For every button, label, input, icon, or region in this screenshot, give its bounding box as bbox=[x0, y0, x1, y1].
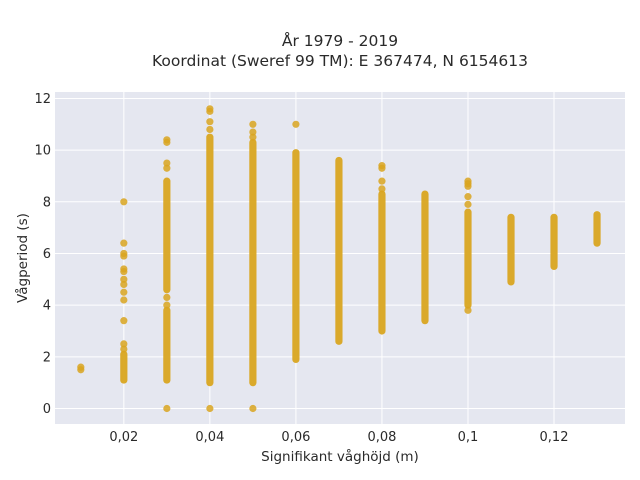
data-point-7-1 bbox=[378, 177, 386, 185]
dense-range-1-0 bbox=[120, 350, 128, 384]
data-point-3-4 bbox=[206, 105, 214, 113]
data-point-2-1 bbox=[163, 301, 171, 309]
data-point-1-6 bbox=[120, 275, 128, 283]
data-point-3-1 bbox=[206, 125, 214, 134]
dense-range-5-0 bbox=[292, 149, 300, 364]
data-point-1-0 bbox=[120, 345, 128, 353]
data-point-2-2 bbox=[163, 293, 171, 302]
data-point-1-1 bbox=[120, 340, 128, 348]
dense-range-2-1 bbox=[163, 177, 171, 294]
y-tick-label-2: 4 bbox=[43, 299, 51, 314]
dense-range-7-0 bbox=[378, 190, 386, 335]
chart-title-line-1: År 1979 - 2019 bbox=[282, 31, 398, 50]
x-tick-label-4: 0,1 bbox=[458, 430, 479, 445]
dense-range-9-0 bbox=[464, 208, 472, 309]
x-tick-label-2: 0,06 bbox=[281, 430, 310, 445]
data-point-2-0 bbox=[163, 404, 171, 413]
y-tick-label-3: 6 bbox=[43, 247, 51, 262]
dense-range-2-0 bbox=[163, 306, 171, 384]
x-tick-label-0: 0,02 bbox=[109, 430, 138, 445]
data-point-1-10 bbox=[120, 249, 128, 258]
data-point-3-0 bbox=[206, 404, 214, 413]
x-tick-label-3: 0,08 bbox=[367, 430, 396, 445]
dense-range-12-0 bbox=[593, 211, 601, 247]
data-point-4-0 bbox=[249, 404, 257, 413]
y-axis-title: Vågperiod (s) bbox=[14, 213, 31, 303]
data-point-9-2 bbox=[464, 193, 472, 201]
dense-range-10-0 bbox=[507, 213, 515, 286]
data-point-4-2 bbox=[249, 128, 257, 136]
data-point-4-1 bbox=[249, 133, 257, 141]
x-tick-label-1: 0,04 bbox=[195, 430, 224, 445]
data-point-5-0 bbox=[292, 120, 300, 128]
dense-range-11-0 bbox=[550, 213, 558, 270]
data-point-4-3 bbox=[249, 120, 257, 128]
data-point-2-6 bbox=[163, 136, 171, 144]
dense-range-6-0 bbox=[335, 156, 343, 345]
data-point-1-3 bbox=[120, 296, 128, 304]
data-point-2-3 bbox=[163, 164, 171, 172]
data-point-1-2 bbox=[120, 317, 128, 325]
data-points bbox=[77, 105, 601, 413]
x-axis-title: Signifikant våghöjd (m) bbox=[261, 448, 419, 465]
y-tick-label-6: 12 bbox=[34, 92, 51, 107]
dense-range-3-0 bbox=[206, 133, 214, 387]
data-point-9-1 bbox=[464, 200, 472, 208]
x-tick-labels: 0,02 0,04 0,06 0,08 0,1 0,12 bbox=[109, 430, 568, 445]
data-point-7-0 bbox=[378, 185, 386, 193]
y-tick-labels: 0 2 4 6 8 10 12 bbox=[34, 92, 51, 417]
y-tick-label-1: 2 bbox=[43, 350, 51, 365]
dense-range-4-0 bbox=[249, 138, 257, 387]
y-tick-label-5: 10 bbox=[34, 144, 51, 159]
data-point-9-5 bbox=[464, 177, 472, 185]
data-point-0-1 bbox=[77, 363, 85, 371]
data-point-3-2 bbox=[206, 118, 214, 126]
data-point-9-0 bbox=[464, 306, 472, 314]
data-point-1-12 bbox=[120, 198, 128, 206]
x-tick-label-5: 0,12 bbox=[540, 430, 569, 445]
data-point-2-4 bbox=[163, 159, 171, 167]
data-point-1-11 bbox=[120, 239, 128, 247]
data-point-1-8 bbox=[120, 265, 128, 273]
data-point-1-5 bbox=[120, 280, 128, 289]
y-tick-label-4: 8 bbox=[43, 195, 51, 210]
y-tick-label-0: 0 bbox=[43, 402, 51, 417]
data-point-1-4 bbox=[120, 288, 128, 296]
chart-title-line-2: Koordinat (Sweref 99 TM): E 367474, N 61… bbox=[152, 52, 528, 70]
dense-range-8-0 bbox=[421, 190, 429, 325]
data-point-7-3 bbox=[378, 162, 386, 170]
